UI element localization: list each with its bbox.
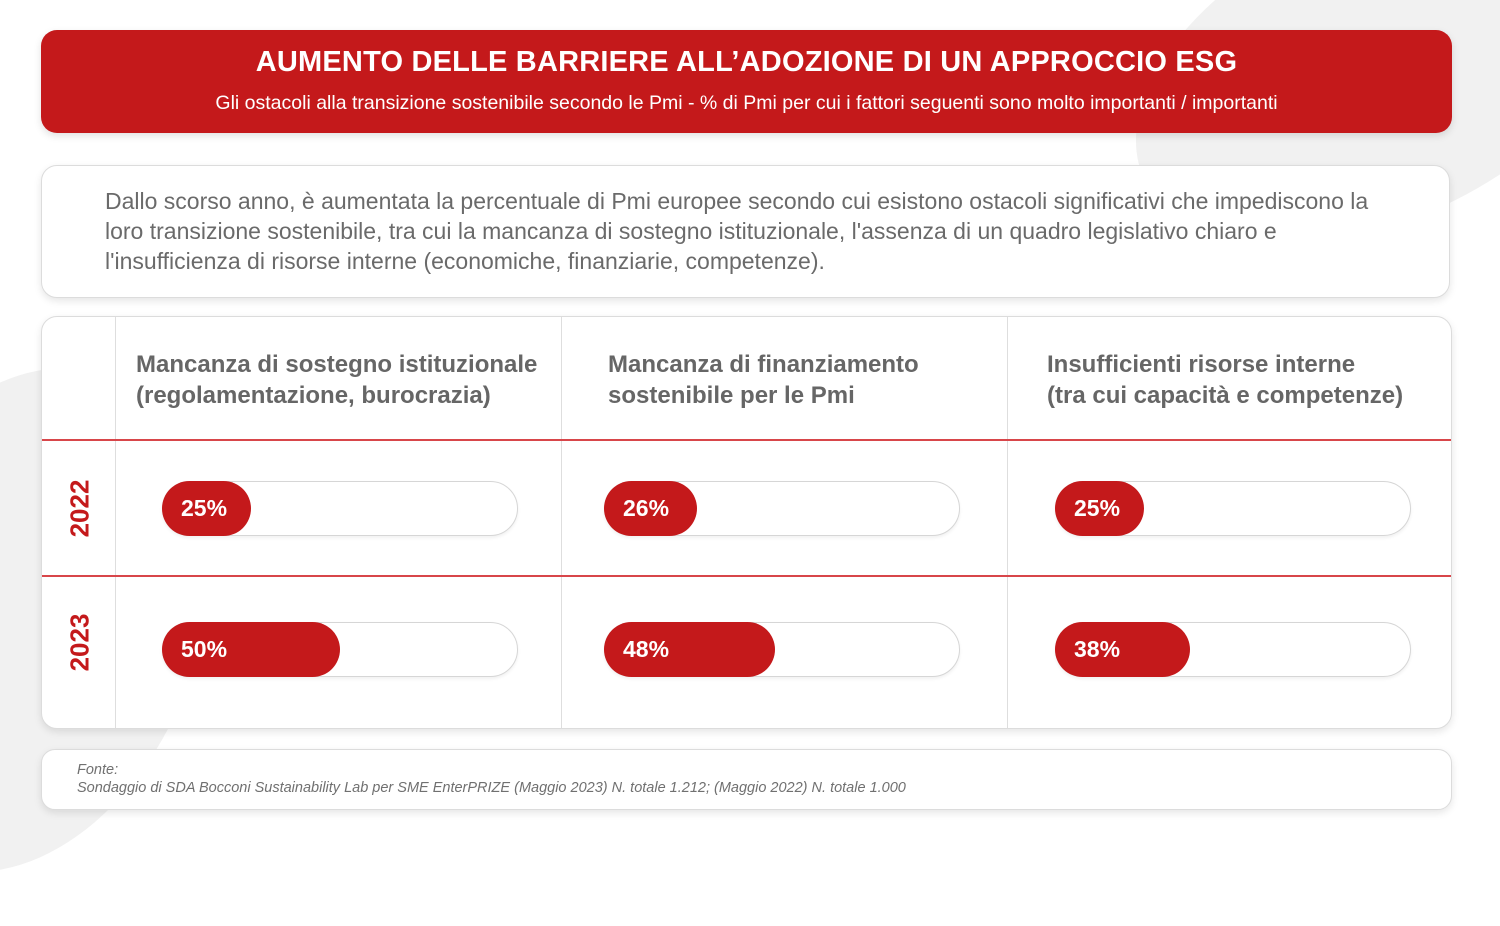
source-text: Sondaggio di SDA Bocconi Sustainability … (77, 780, 906, 796)
bar-value-label: 25% (1074, 495, 1121, 521)
series-label: 2022 (44, 441, 116, 575)
bar-track: 48% (604, 622, 960, 677)
column-divider (115, 317, 116, 728)
row-divider (42, 439, 1451, 441)
bar-value-label: 48% (623, 636, 670, 662)
category-label: Mancanza di finanziamento sostenibile pe… (608, 351, 919, 409)
bar-fill: 25% (162, 481, 251, 536)
row-divider (42, 575, 1451, 577)
bar-track: 26% (604, 481, 960, 536)
bar-fill: 26% (604, 481, 697, 536)
bar-track: 25% (162, 481, 518, 536)
header-banner: AUMENTO DELLE BARRIERE ALL’ADOZIONE DI U… (41, 30, 1452, 133)
series-label-text: 2022 (64, 479, 95, 537)
bar-fill: 38% (1055, 622, 1190, 677)
category-label: Mancanza di sostegno istituzionale (rego… (136, 351, 538, 409)
bar-track: 25% (1055, 481, 1411, 536)
category-label: Insufficienti risorse interne (tra cui c… (1047, 351, 1404, 409)
bar-fill: 50% (162, 622, 340, 677)
bar-value-label: 50% (181, 636, 228, 662)
bar-value-label: 25% (181, 495, 228, 521)
intro-card: Dallo scorso anno, è aumentata la percen… (41, 165, 1450, 298)
bar-fill: 25% (1055, 481, 1144, 536)
page-subtitle: Gli ostacoli alla transizione sostenibil… (215, 92, 1278, 114)
source-label: Fonte: (77, 762, 119, 778)
chart-table: Mancanza di sostegno istituzionale (rego… (41, 316, 1452, 729)
series-label: 2023 (44, 577, 116, 708)
column-divider (1007, 317, 1008, 728)
page-title: AUMENTO DELLE BARRIERE ALL’ADOZIONE DI U… (255, 46, 1238, 78)
column-divider (561, 317, 562, 728)
bar-value-label: 26% (623, 495, 670, 521)
bar-track: 38% (1055, 622, 1411, 677)
bar-fill: 48% (604, 622, 775, 677)
series-label-text: 2023 (64, 613, 95, 672)
intro-text: Dallo scorso anno, è aumentata la percen… (105, 188, 1369, 274)
bar-value-label: 38% (1074, 636, 1121, 662)
source-note: Fonte: Sondaggio di SDA Bocconi Sustaina… (41, 749, 1452, 810)
bar-track: 50% (162, 622, 518, 677)
